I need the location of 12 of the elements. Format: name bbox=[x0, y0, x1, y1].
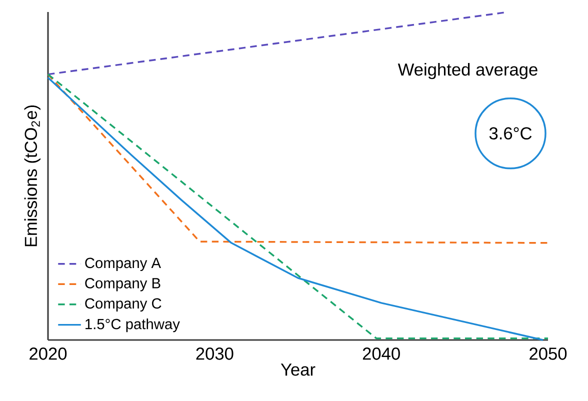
y-axis-title: Emissions (tCO$_{2}$e) bbox=[24, 105, 40, 246]
legend-label: Company B bbox=[85, 278, 160, 292]
legend-label: Company C bbox=[85, 298, 162, 312]
x-tick-label: 2020 bbox=[30, 348, 67, 360]
x-tick-label: 2030 bbox=[196, 348, 234, 360]
x-tick-label: 2040 bbox=[362, 348, 400, 360]
legend-label: Company A bbox=[85, 258, 161, 272]
x-tick-label: 2050 bbox=[530, 348, 567, 360]
x-axis-title: Year bbox=[280, 364, 316, 376]
legend-label: 1.5°C pathway bbox=[86, 318, 180, 332]
annotation: Weighted average bbox=[398, 62, 538, 80]
annotation: 3.6°C bbox=[489, 127, 532, 140]
